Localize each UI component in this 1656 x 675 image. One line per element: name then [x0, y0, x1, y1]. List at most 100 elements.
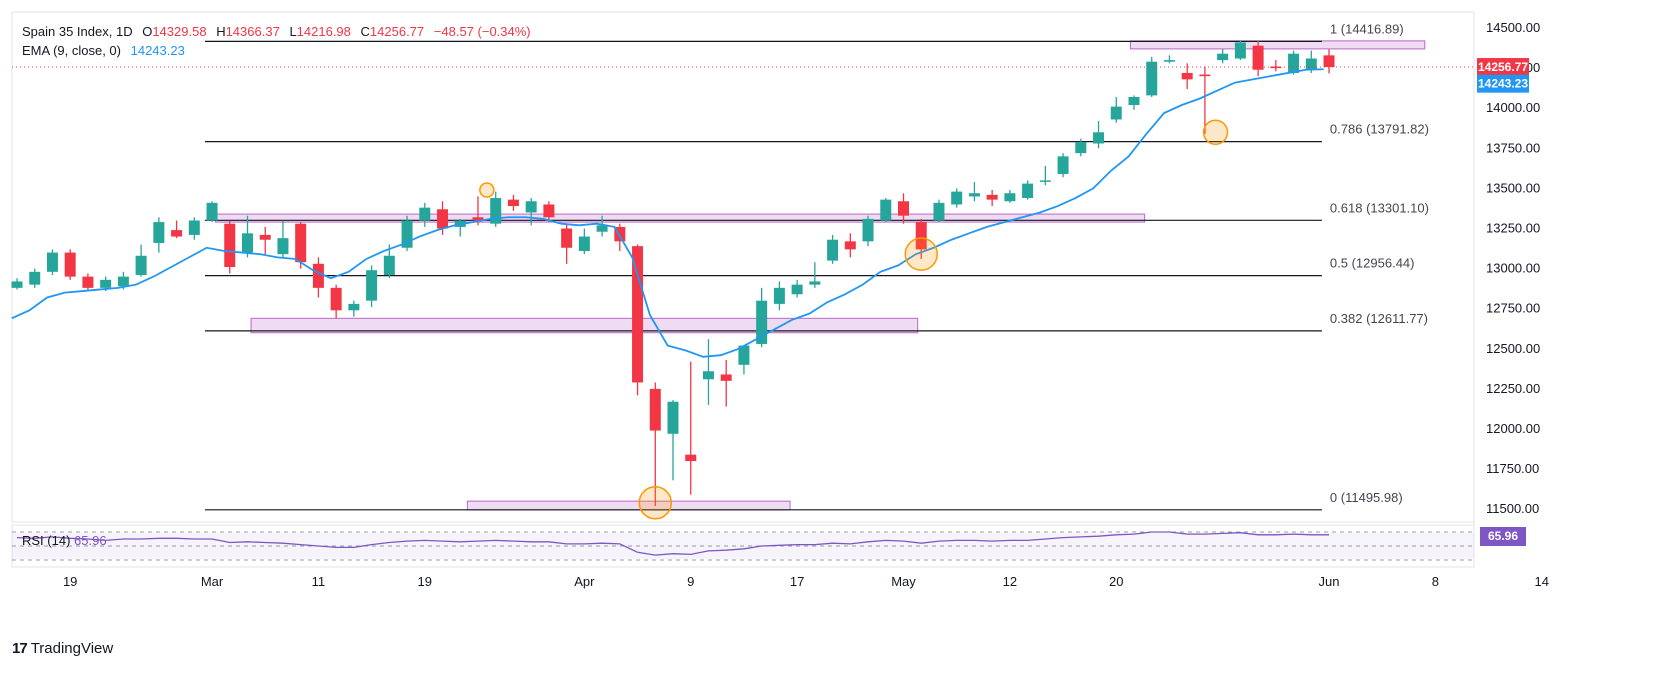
candle-body — [241, 233, 253, 253]
symbol-title[interactable]: Spain 35 Index, 1D — [22, 24, 133, 39]
candle-body — [82, 276, 94, 288]
x-tick-label: Mar — [201, 574, 224, 589]
candle-body — [968, 193, 980, 197]
candle-body — [1039, 180, 1051, 182]
fib-label: 0.5 (12956.44) — [1330, 256, 1415, 271]
highlight-zone — [1129, 40, 1426, 50]
candle-body — [525, 201, 537, 213]
candle-body — [614, 226, 626, 242]
y-tick-label: 13500.00 — [1486, 180, 1540, 195]
tradingview-logo-icon: 17 — [12, 640, 28, 657]
y-tick-label: 14000.00 — [1486, 100, 1540, 115]
rsi-label: RSI (14) — [22, 533, 71, 548]
candle-body — [543, 204, 555, 218]
candle-body — [100, 279, 112, 288]
candle-body — [1199, 74, 1211, 77]
x-tick-label: Jun — [1319, 574, 1340, 589]
highlight-circle — [479, 182, 495, 198]
ema-polyline — [11, 68, 1324, 358]
x-tick-label: Apr — [574, 574, 595, 589]
x-tick-label: 19 — [418, 574, 432, 589]
candle-body — [348, 303, 360, 311]
fib-label: 0.382 (12611.77) — [1330, 311, 1428, 326]
fib-label: 0.618 (13301.10) — [1330, 200, 1429, 215]
candle-body — [1146, 61, 1158, 96]
candle-body — [898, 201, 909, 216]
candle-body — [596, 225, 608, 232]
candle-body — [1305, 58, 1317, 70]
candle-body — [224, 223, 236, 267]
y-tick-label: 11750.00 — [1486, 461, 1539, 476]
highlight-circle — [1202, 119, 1229, 146]
x-tick-label: 9 — [687, 574, 694, 589]
highlight-circle — [904, 237, 938, 271]
candle-body — [1217, 53, 1229, 61]
candle-body — [578, 236, 590, 251]
candle-body — [206, 202, 218, 221]
candle-body — [773, 287, 785, 304]
candle-body — [401, 220, 413, 248]
candle-body — [720, 374, 732, 381]
y-tick-label: 13000.00 — [1486, 261, 1540, 276]
candle-body — [188, 220, 200, 235]
ema-badge-bg — [1477, 74, 1529, 93]
change-value: −48.57 (−0.34%) — [433, 24, 531, 39]
rsi-legend[interactable]: RSI (14) 65.96 — [22, 533, 107, 548]
y-tick-label: 14500.00 — [1486, 20, 1540, 35]
candle-body — [29, 271, 41, 285]
candle-body — [64, 252, 76, 277]
candle-body — [1181, 72, 1193, 80]
candle-body — [1323, 55, 1335, 68]
y-tick-label: 12750.00 — [1486, 301, 1540, 316]
candle-body — [685, 454, 697, 462]
close-label: C — [360, 24, 370, 39]
zone-layer — [215, 40, 1426, 511]
candle-body — [1022, 183, 1034, 199]
candle-body — [632, 246, 644, 383]
candle-body — [791, 284, 803, 295]
y-tick-label: 13250.00 — [1486, 221, 1540, 236]
candle-body — [738, 345, 750, 365]
candle-body — [1004, 193, 1016, 202]
rsi-badge: 65.96 — [1480, 527, 1526, 546]
candle-body — [46, 252, 58, 272]
y-tick-label: 13750.00 — [1486, 140, 1540, 155]
ema-label: EMA (9, close, 0) — [22, 43, 121, 58]
candle-body — [1110, 106, 1122, 120]
candle-body — [259, 234, 271, 240]
x-tick-label: 17 — [790, 574, 804, 589]
candle-body — [419, 207, 431, 221]
x-tick-label: 11 — [312, 574, 326, 589]
candle-body — [880, 199, 892, 221]
candle-body — [277, 238, 289, 255]
candle-body — [11, 281, 23, 288]
candle-body — [295, 223, 307, 263]
x-tick-label: 12 — [1003, 574, 1017, 589]
price-badge-bg — [1477, 58, 1529, 77]
candle-body — [561, 228, 573, 248]
candle-body — [472, 217, 484, 221]
candle-body — [862, 218, 874, 242]
low-label: L — [289, 24, 297, 39]
x-tick-label: 20 — [1109, 574, 1123, 589]
candle-body — [383, 255, 395, 276]
candle-body — [756, 300, 768, 344]
candle-body — [117, 276, 129, 287]
y-tick-label: 11500.00 — [1486, 501, 1539, 516]
candle-body — [702, 371, 714, 380]
candle-body — [312, 263, 324, 288]
y-tick-label: 12000.00 — [1486, 421, 1540, 436]
ema-badge: 14243.23 — [1478, 77, 1528, 91]
low-value: 14216.98 — [296, 24, 351, 39]
candle-body — [827, 239, 839, 261]
candle-body — [1270, 66, 1282, 69]
x-tick-label: May — [891, 574, 916, 589]
fib-label: 1 (14416.89) — [1330, 21, 1404, 36]
candle-body — [1288, 53, 1300, 73]
candle-body — [667, 401, 679, 434]
ema-legend[interactable]: EMA (9, close, 0) 14243.23 — [22, 43, 191, 58]
footer-brand[interactable]: 17 TradingView — [12, 640, 113, 657]
brand-name: TradingView — [30, 640, 114, 657]
